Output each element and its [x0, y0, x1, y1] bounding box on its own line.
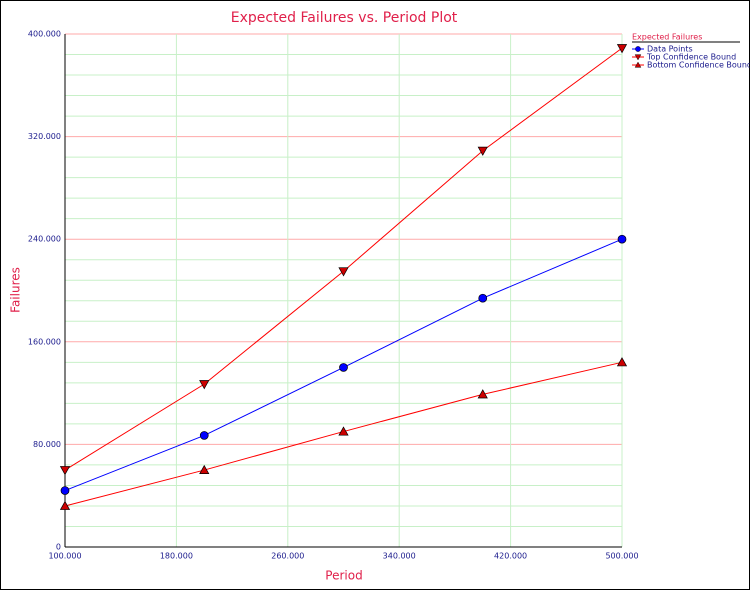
y-tick-label: 240.000	[28, 235, 61, 244]
marker	[478, 293, 488, 303]
legend-marker	[634, 54, 642, 61]
legend-label: Bottom Confidence Bound	[647, 61, 750, 70]
marker	[59, 500, 71, 510]
x-tick-label: 100.000	[48, 552, 81, 561]
marker	[616, 357, 628, 367]
legend-marker	[635, 46, 641, 52]
marker	[199, 464, 210, 474]
legend-label: Top Confidence Bound	[646, 53, 736, 62]
x-axis-label: Period	[325, 569, 362, 583]
marker	[477, 146, 488, 156]
marker	[59, 466, 71, 476]
x-tick-label: 260.000	[271, 552, 304, 561]
y-tick-label: 320.000	[28, 132, 61, 141]
y-tick-label: 0	[56, 543, 61, 552]
y-tick-label: 80.000	[33, 440, 61, 449]
legend-label: Data Points	[647, 45, 693, 54]
x-tick-label: 420.000	[494, 552, 527, 561]
marker	[199, 380, 210, 390]
marker	[616, 44, 628, 54]
x-tick-label: 180.000	[160, 552, 193, 561]
marker	[339, 363, 348, 372]
marker	[199, 431, 209, 440]
marker	[338, 426, 349, 436]
marker	[60, 486, 70, 495]
legend-title: Expected Failures	[632, 33, 702, 42]
marker	[338, 267, 349, 277]
marker	[477, 389, 488, 399]
legend-marker	[634, 61, 642, 68]
x-tick-label: 500.000	[605, 552, 638, 561]
chart-title: Expected Failures vs. Period Plot	[231, 10, 458, 26]
x-tick-label: 340.000	[383, 552, 416, 561]
y-axis-label: Failures	[9, 267, 23, 313]
y-tick-label: 400.000	[28, 30, 61, 39]
marker	[617, 234, 627, 244]
y-tick-label: 160.000	[28, 337, 61, 346]
